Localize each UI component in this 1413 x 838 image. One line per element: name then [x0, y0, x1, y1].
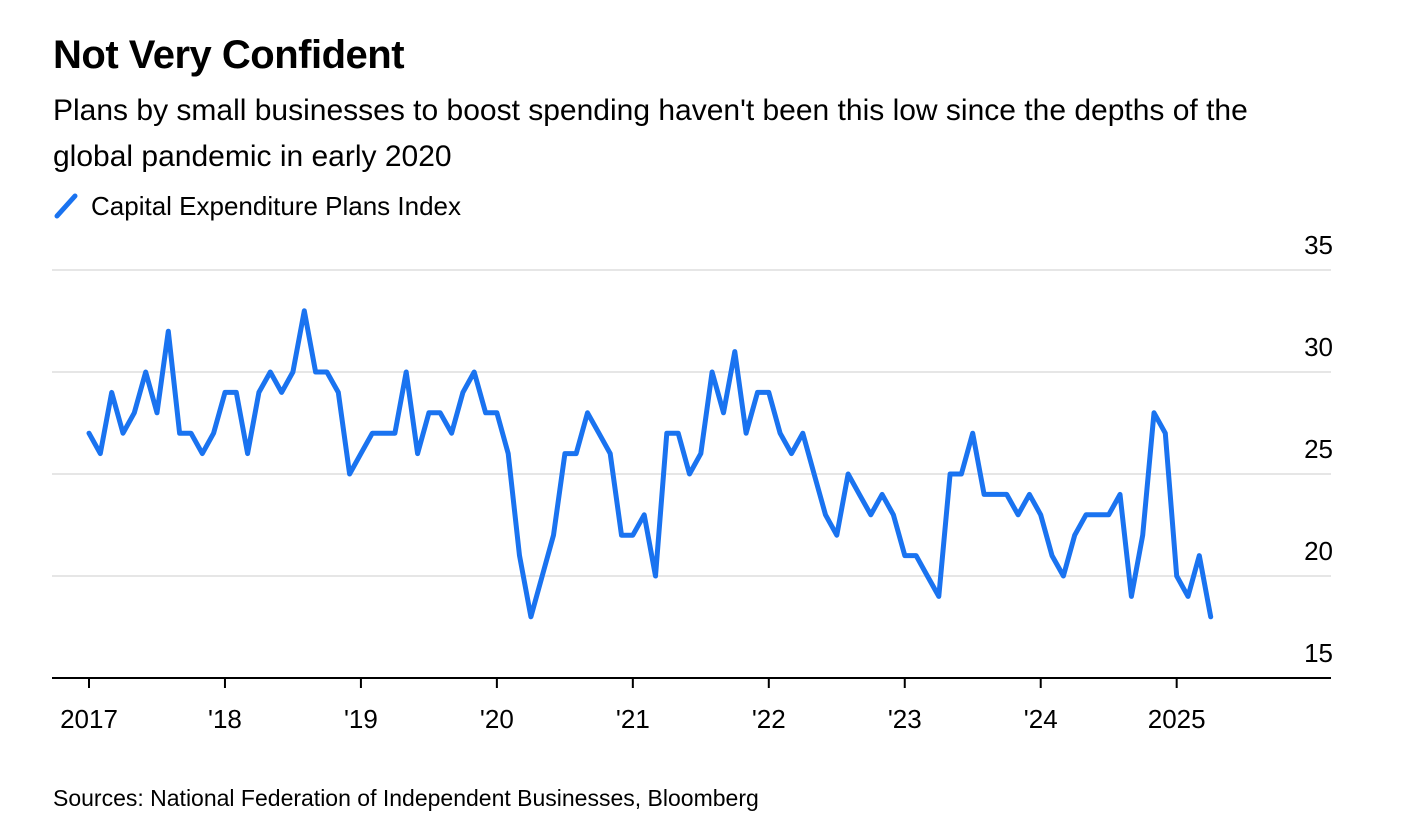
series-layer: [86, 308, 1214, 620]
legend: Capital Expenditure Plans Index: [53, 188, 461, 224]
x-tick-label: 2025: [1148, 704, 1206, 734]
x-axis-ticks: 2017 '18 '19 '20 '21 '22 '23 '24 2025: [60, 678, 1206, 734]
chart-title: Not Very Confident: [53, 33, 405, 77]
y-tick-label: 25: [1304, 434, 1333, 464]
y-tick-label: 15: [1304, 638, 1333, 668]
legend-label: Capital Expenditure Plans Index: [91, 190, 462, 221]
y-tick-label: 35: [1304, 230, 1333, 260]
x-tick-label: '20: [480, 704, 514, 734]
x-tick-label: '19: [344, 704, 378, 734]
legend-line-icon: [54, 193, 78, 219]
x-tick-label: '21: [616, 704, 650, 734]
x-tick-label: '22: [752, 704, 786, 734]
x-tick-label: 2017: [60, 704, 118, 734]
chart-subtitle: Plans by small businesses to boost spend…: [53, 94, 1248, 173]
y-tick-label: 30: [1304, 332, 1333, 362]
y-axis-ticks: 15 20 25 30 35: [1304, 230, 1333, 668]
x-tick-label: '24: [1024, 704, 1058, 734]
y-tick-label: 20: [1304, 536, 1333, 566]
source-note: Sources: National Federation of Independ…: [53, 785, 759, 811]
x-tick-label: '18: [208, 704, 242, 734]
x-tick-label: '23: [888, 704, 922, 734]
series-line-capex-plans: [86, 308, 1214, 620]
